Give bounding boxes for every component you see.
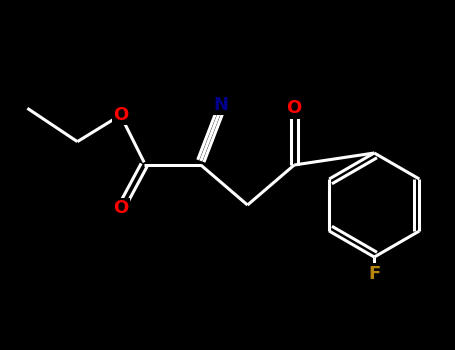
Text: F: F — [368, 265, 380, 283]
Text: O: O — [113, 106, 128, 124]
Text: O: O — [113, 199, 128, 217]
Text: N: N — [213, 96, 228, 114]
Text: O: O — [287, 99, 302, 117]
